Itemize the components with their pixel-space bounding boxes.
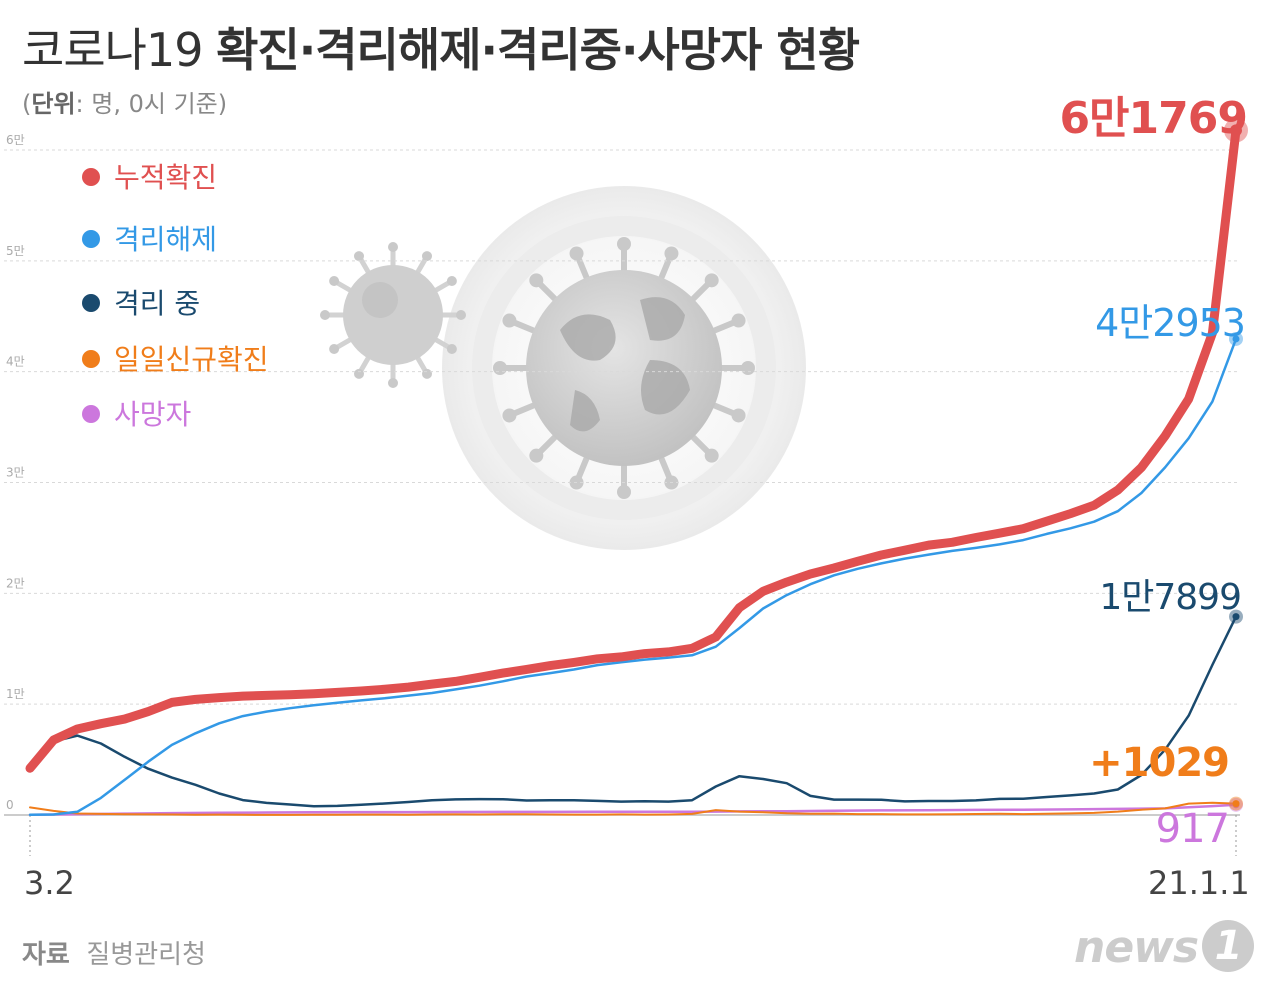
source-text: 질병관리청 (86, 940, 206, 970)
series-end-label: 6만1769 (1059, 93, 1248, 144)
series-end-label: +1029 (1089, 740, 1230, 786)
news1-logo: news 1 (1074, 920, 1255, 976)
series-line (28, 615, 1238, 808)
series-end-label: 1만7899 (1099, 577, 1242, 618)
title-light: 코로나19 (22, 23, 217, 77)
source-credit: 자료 질병관리청 (22, 934, 206, 971)
logo-text: news (1074, 922, 1199, 973)
series-line (28, 803, 1238, 817)
legend-swatch (82, 294, 100, 312)
legend-item: 누적확진 (82, 156, 217, 196)
series-endpoint-dot (1232, 613, 1240, 621)
y-tick-label: 1만 (6, 687, 25, 701)
y-tick-label: 2만 (6, 576, 25, 590)
virus-illustration (320, 186, 806, 550)
legend-swatch (82, 405, 100, 423)
y-tick-label: 4만 (6, 355, 25, 369)
series-endpoint-dot (1232, 335, 1240, 343)
x-axis-end-label: 21.1.1 (1148, 864, 1250, 902)
y-tick-label: 0 (6, 798, 14, 812)
legend-swatch (82, 350, 100, 368)
legend-item: 격리 중 (82, 282, 200, 322)
title-bold: 확진·격리해제·격리중·사망자 현황 (216, 23, 860, 77)
legend-label: 격리해제 (114, 223, 218, 256)
legend-swatch (82, 168, 100, 186)
series-line (25, 125, 1241, 773)
legend-item: 일일신규확진 (82, 338, 269, 378)
legend-label: 누적확진 (114, 161, 218, 194)
unit-open: ( (22, 90, 32, 118)
unit-label: 단위 (31, 90, 76, 118)
legend-swatch (82, 230, 100, 248)
series-end-label: 4만2953 (1095, 301, 1246, 345)
source-label: 자료 (22, 940, 70, 970)
legend-item: 사망자 (82, 393, 191, 433)
unit-text: : 명, 0시 기준) (75, 90, 228, 118)
legend-item: 격리해제 (82, 218, 217, 258)
unit-note: (단위: 명, 0시 기준) (22, 84, 227, 119)
series-line (28, 337, 1238, 817)
series-end-label: 917 (1155, 806, 1230, 852)
page-title: 코로나19 확진·격리해제·격리중·사망자 현황 (22, 14, 860, 80)
y-tick-label: 3만 (6, 466, 25, 480)
y-tick-label: 6만 (6, 133, 25, 147)
x-axis-start-label: 3.2 (24, 864, 75, 902)
series-endpoint-dot (1230, 124, 1242, 137)
legend-label: 사망자 (114, 398, 192, 431)
legend-label: 일일신규확진 (114, 343, 269, 376)
series-line (29, 801, 1237, 816)
logo-mark: 1 (1202, 920, 1255, 972)
legend-label: 격리 중 (114, 287, 201, 320)
series-endpoint-dot (1232, 800, 1240, 808)
y-tick-label: 5만 (6, 244, 25, 258)
